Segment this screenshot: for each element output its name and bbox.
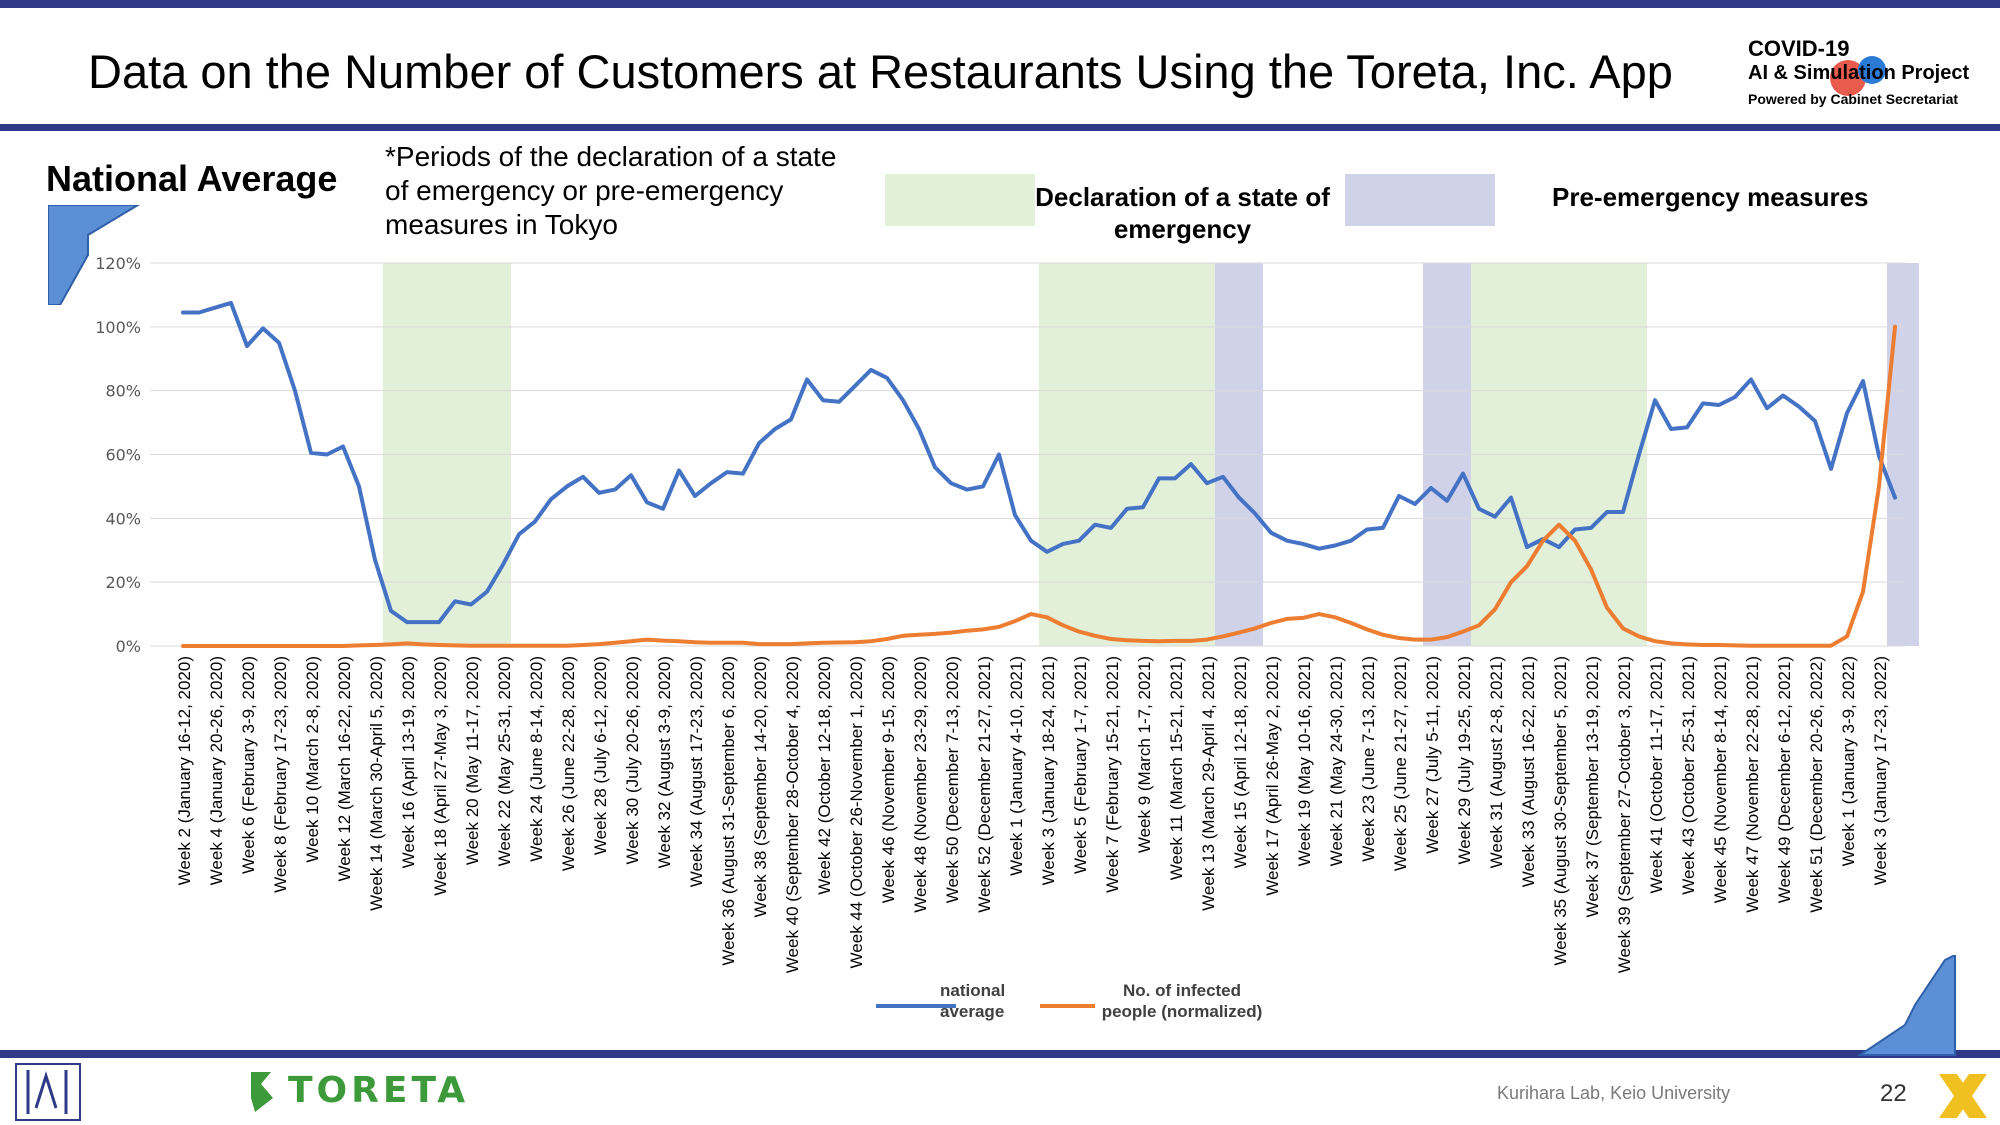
x-tick-label: Week 1 (January 3-9, 2022) <box>1839 656 1858 866</box>
x-tick-label: Week 14 (March 30-April 5, 2020) <box>367 656 386 911</box>
x-tick-label: Week 13 (March 29-April 4, 2021) <box>1199 656 1218 911</box>
logo-red-circle-icon <box>1830 60 1866 96</box>
x-tick-label: Week 30 (July 20-26, 2020) <box>623 656 642 865</box>
x-tick-label: Week 24 (June 8-14, 2020) <box>527 656 546 862</box>
x-tick-label: Week 44 (October 26-November 1, 2020) <box>847 656 866 968</box>
x-tick-label: Week 2 (January 16-12, 2020) <box>175 656 194 885</box>
y-tick-label: 40% <box>105 509 141 528</box>
x-tick-label: Week 28 (July 6-12, 2020) <box>591 656 610 855</box>
logo-line-2: AI & Simulation Project <box>1748 62 1970 84</box>
covid-project-logo: COVID-19 AI & Simulation Project Powered… <box>1748 32 1988 112</box>
logo-line-1: COVID-19 <box>1748 36 1850 61</box>
y-tick-label: 100% <box>95 318 141 337</box>
footer-credit: Kurihara Lab, Keio University <box>1497 1083 1731 1103</box>
logo-blue-circle-icon <box>1858 56 1886 84</box>
top-header-bar <box>0 0 2000 8</box>
university-logo-icon <box>15 1063 81 1121</box>
x-logo-icon <box>1939 1074 1987 1118</box>
x-tick-label: Week 36 (August 31-September 6, 2020) <box>719 656 738 966</box>
legend-pre-emergency-swatch <box>1345 174 1495 226</box>
x-tick-label: Week 40 (September 28-October 4, 2020) <box>783 656 802 973</box>
x-tick-label: Week 1 (January 4-10, 2021) <box>1007 656 1026 876</box>
y-tick-label: 20% <box>105 573 141 592</box>
x-tick-label: Week 47 (November 22-28, 2021) <box>1743 656 1762 913</box>
x-tick-label: Week 19 (May 10-16, 2021) <box>1295 656 1314 866</box>
y-tick-label: 80% <box>105 382 141 401</box>
slide-title: Data on the Number of Customers at Resta… <box>88 45 1673 98</box>
x-tick-label: Week 7 (February 15-21, 2021) <box>1103 656 1122 893</box>
section-label: National Average <box>46 158 338 199</box>
x-tick-label: Week 37 (September 13-19, 2021) <box>1583 656 1602 917</box>
x-tick-label: Week 15 (April 12-18, 2021) <box>1231 656 1250 868</box>
x-tick-label: Week 23 (June 7-13, 2021) <box>1359 656 1378 862</box>
footer-bar <box>0 1050 2000 1058</box>
x-tick-label: Week 46 (November 9-15, 2020) <box>879 656 898 903</box>
x-tick-label: Week 51 (December 20-26, 2022) <box>1807 656 1826 913</box>
page-number: 22 <box>1880 1080 1907 1107</box>
national-average-line <box>181 300 1897 625</box>
x-tick-label: Week 6 (February 3-9, 2020) <box>239 656 258 874</box>
legend-emergency-swatch <box>885 174 1035 226</box>
x-tick-label: Week 26 (June 22-28, 2020) <box>559 656 578 871</box>
legend-pre-emergency-label: Pre-emergency measures <box>1552 182 1869 212</box>
x-tick-label: Week 10 (March 2-8, 2020) <box>303 656 322 863</box>
legend-infected-label: No. of infected people (normalized) <box>1102 981 1263 1021</box>
x-tick-label: Week 50 (December 7-13, 2020) <box>943 656 962 903</box>
x-tick-label: Week 29 (July 19-25, 2021) <box>1455 656 1474 865</box>
x-tick-label: Week 4 (January 20-26, 2020) <box>207 656 226 885</box>
legend-emergency-label: Declaration of a state of emergency <box>1035 182 1330 244</box>
x-tick-label: Week 20 (May 11-17, 2020) <box>463 656 482 865</box>
x-tick-label: Week 43 (October 25-31, 2021) <box>1679 656 1698 895</box>
x-tick-label: Week 11 (March 15-21, 2021) <box>1167 656 1186 880</box>
x-tick-label: Week 39 (September 27-October 3, 2021) <box>1615 656 1634 973</box>
x-tick-label: Week 48 (November 23-29, 2020) <box>911 656 930 913</box>
logo-line-3: Powered by Cabinet Secretariat <box>1748 91 1959 107</box>
x-tick-label: Week 41 (October 11-17, 2021) <box>1647 656 1666 894</box>
x-tick-label: Week 8 (February 17-23, 2020) <box>271 656 290 893</box>
x-tick-label: Week 5 (February 1-7, 2021) <box>1071 656 1090 874</box>
y-tick-label: 0% <box>116 637 141 656</box>
legend-national-average-label: national average <box>940 981 1005 1021</box>
x-tick-label: Week 32 (August 3-9, 2020) <box>655 656 674 868</box>
period-note: *Periods of the declaration of a state o… <box>385 141 837 240</box>
toreta-leaf-icon <box>251 1072 273 1112</box>
x-tick-label: Week 35 (August 30-September 5, 2021) <box>1551 656 1570 966</box>
x-tick-label: Week 45 (November 8-14, 2021) <box>1711 656 1730 903</box>
x-tick-label: Week 34 (August 17-23, 2020) <box>687 656 706 887</box>
x-tick-label: Week 52 (December 21-27, 2021) <box>975 656 994 913</box>
x-tick-label: Week 3 (January 17-23, 2022) <box>1871 656 1890 885</box>
x-tick-label: Week 21 (May 24-30, 2021) <box>1327 656 1346 866</box>
y-tick-label: 120% <box>95 254 141 273</box>
x-tick-label: Week 18 (April 27-May 3, 2020) <box>431 656 450 896</box>
x-tick-label: Week 42 (October 12-18, 2020) <box>815 656 834 895</box>
x-tick-label: Week 38 (September 14-20, 2020) <box>751 656 770 917</box>
x-tick-label: Week 16 (April 13-19, 2020) <box>399 656 418 868</box>
x-tick-label: Week 31 (August 2-8, 2021) <box>1487 656 1506 868</box>
toreta-logo-text: TORETA <box>288 1070 470 1111</box>
title-underline-bar <box>0 124 2000 131</box>
y-tick-label: 60% <box>105 446 141 465</box>
x-tick-label: Week 17 (April 26-May 2, 2021) <box>1263 656 1282 896</box>
x-tick-label: Week 27 (July 5-11, 2021) <box>1423 656 1442 854</box>
corner-bracket-icon <box>48 205 140 305</box>
x-tick-label: Week 22 (May 25-31, 2020) <box>495 656 514 866</box>
x-tick-label: Week 12 (March 16-22, 2020) <box>335 656 354 882</box>
x-tick-label: Week 49 (December 6-12, 2021) <box>1775 656 1794 903</box>
x-tick-label: Week 9 (March 1-7, 2021) <box>1135 656 1154 853</box>
x-tick-label: Week 3 (January 18-24, 2021) <box>1039 656 1058 885</box>
corner-bracket-bottom-icon <box>1856 955 1956 1056</box>
infected-line <box>181 324 1897 648</box>
x-tick-label: Week 25 (June 21-27, 2021) <box>1391 656 1410 871</box>
x-tick-label: Week 33 (August 16-22, 2021) <box>1519 656 1538 887</box>
